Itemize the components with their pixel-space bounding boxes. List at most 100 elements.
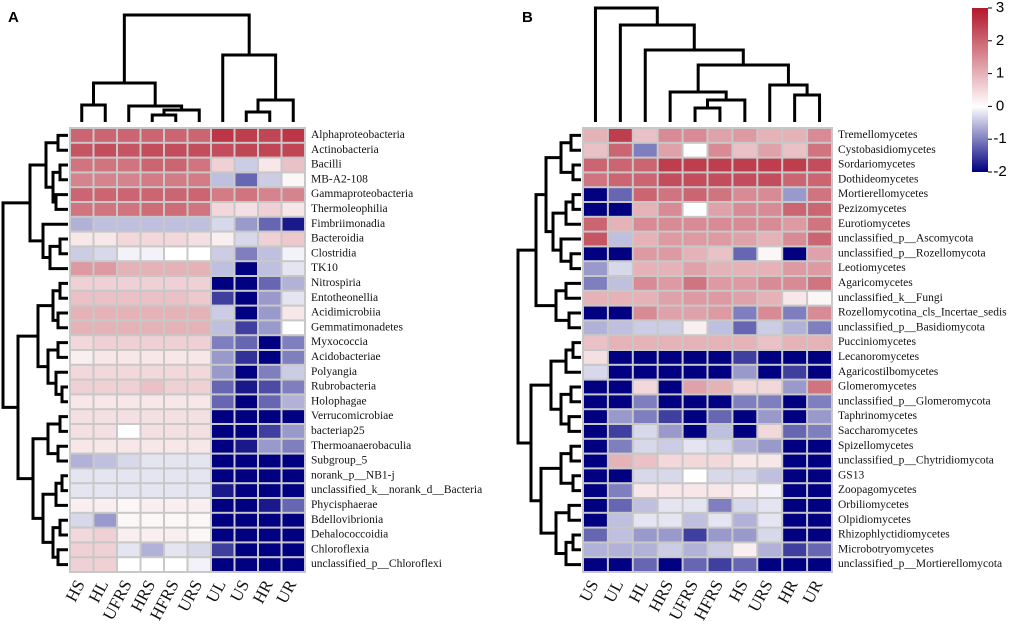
- cell: [733, 543, 757, 557]
- cell: [282, 558, 304, 571]
- cell: [141, 499, 163, 512]
- cell: [608, 395, 632, 409]
- cell: [584, 454, 607, 468]
- cell: [633, 454, 657, 468]
- cell: [71, 188, 93, 201]
- cell: [608, 469, 632, 483]
- cell: [94, 321, 116, 335]
- cell: [584, 380, 607, 394]
- cell: [733, 499, 757, 512]
- cell: [608, 410, 632, 423]
- cell: [165, 173, 187, 187]
- cell: [683, 558, 707, 571]
- cell: [658, 395, 682, 409]
- row-label: Agaricostilbomycetes: [838, 366, 939, 378]
- cell: [188, 306, 210, 320]
- cell: [141, 291, 163, 305]
- cell: [141, 513, 163, 527]
- cell: [212, 158, 234, 172]
- cell: [94, 291, 116, 305]
- cell: [188, 454, 210, 468]
- cell: [584, 528, 607, 542]
- cell: [235, 351, 257, 364]
- cell: [683, 410, 707, 423]
- cell: [658, 262, 682, 275]
- cell: [708, 217, 732, 231]
- cell: [733, 306, 757, 320]
- cell: [733, 425, 757, 438]
- cell: [733, 277, 757, 290]
- row-label: Verrucomicrobiae: [311, 410, 393, 422]
- cell: [94, 528, 116, 542]
- cell: [733, 232, 757, 246]
- cell: [758, 513, 782, 527]
- cell: [235, 395, 257, 409]
- cell: [758, 351, 782, 364]
- cell: [658, 158, 682, 172]
- cell: [758, 173, 782, 187]
- cell: [141, 158, 163, 172]
- cell: [758, 203, 782, 216]
- cell: [94, 543, 116, 557]
- cell: [608, 528, 632, 542]
- cell: [683, 499, 707, 512]
- cell: [584, 499, 607, 512]
- row-label: Olpidiomycetes: [838, 514, 911, 526]
- row-label: TK10: [311, 262, 338, 274]
- cell: [608, 262, 632, 275]
- cell: [282, 203, 304, 216]
- cell: [584, 173, 607, 187]
- cell: [94, 203, 116, 216]
- cell: [608, 158, 632, 172]
- cell: [235, 173, 257, 187]
- cell: [165, 499, 187, 512]
- cell: [212, 291, 234, 305]
- cell: [708, 262, 732, 275]
- cell: [71, 469, 93, 483]
- cell: [94, 232, 116, 246]
- cell: [165, 277, 187, 290]
- cell: [94, 499, 116, 512]
- cell: [683, 321, 707, 335]
- cell: [733, 484, 757, 497]
- cell: [212, 143, 234, 157]
- cell: [584, 558, 607, 571]
- cell: [758, 499, 782, 512]
- cell: [658, 247, 682, 261]
- row-label: Microbotryomycetes: [838, 543, 934, 555]
- row-label: unclassified_p__Chytridiomycota: [838, 455, 994, 467]
- column-label: HR: [774, 576, 802, 606]
- cell: [94, 395, 116, 409]
- cell: [282, 129, 304, 142]
- row-label: unclassified_p__Rozellomycota: [838, 247, 986, 259]
- cell: [71, 277, 93, 290]
- cell: [633, 291, 657, 305]
- cell: [633, 528, 657, 542]
- row-label: Acidobacteriae: [311, 351, 381, 363]
- cell: [71, 291, 93, 305]
- cell: [71, 410, 93, 423]
- row-label: Orbiliomycetes: [838, 499, 909, 511]
- cell: [259, 365, 281, 379]
- cell: [683, 247, 707, 261]
- cell: [141, 454, 163, 468]
- cell: [683, 380, 707, 394]
- row-label: Glomeromycetes: [838, 381, 917, 393]
- cell: [608, 336, 632, 349]
- cell: [212, 277, 234, 290]
- cell: [212, 321, 234, 335]
- cell: [165, 528, 187, 542]
- cell: [633, 395, 657, 409]
- row-label: Holophagae: [311, 395, 367, 407]
- cell: [658, 410, 682, 423]
- cell: [808, 129, 831, 142]
- row-label: Eurotiomycetes: [838, 218, 911, 230]
- cell: [658, 129, 682, 142]
- cell: [282, 528, 304, 542]
- cell: [188, 336, 210, 349]
- cell: [608, 365, 632, 379]
- cell: [708, 410, 732, 423]
- cell: [165, 484, 187, 497]
- cell: [94, 188, 116, 201]
